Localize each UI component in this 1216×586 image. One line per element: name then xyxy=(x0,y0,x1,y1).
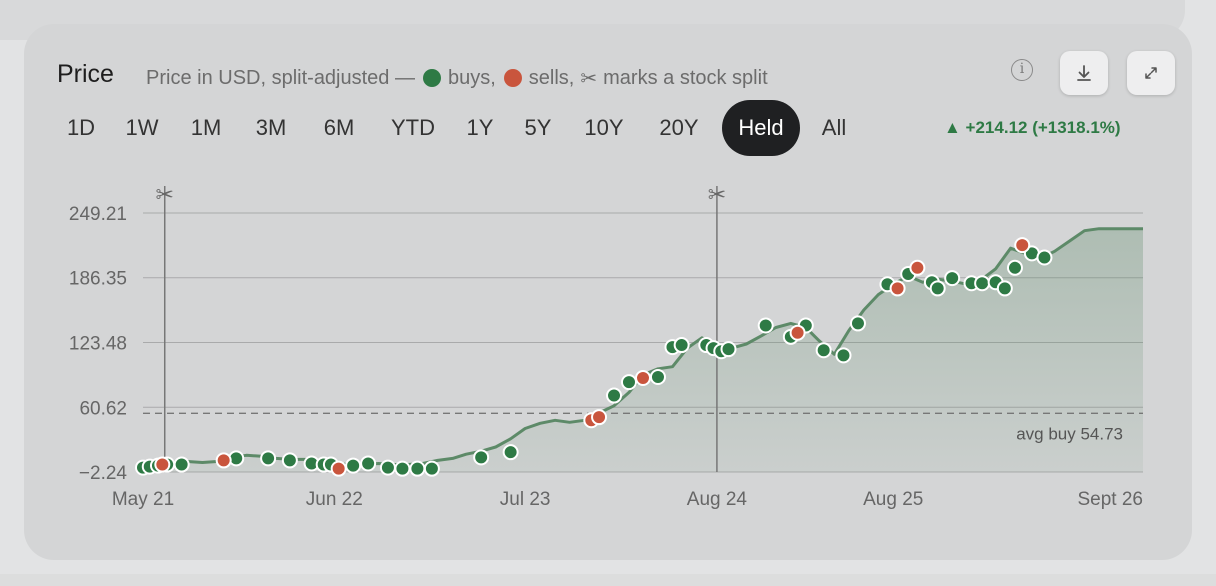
x-tick-label: May 21 xyxy=(112,489,174,510)
buy-marker xyxy=(345,457,362,474)
price-area xyxy=(143,228,1143,472)
buy-marker xyxy=(379,459,396,476)
buy-marker xyxy=(1036,249,1053,266)
range-1w[interactable]: 1W xyxy=(125,115,159,140)
buy-marker xyxy=(360,455,377,472)
buy-marker xyxy=(673,337,690,354)
sell-marker xyxy=(591,409,608,426)
x-tick-label: Jun 22 xyxy=(306,489,363,510)
info-icon[interactable]: i xyxy=(1011,59,1033,81)
scissors-icon: ✂ xyxy=(580,66,598,90)
range-1d[interactable]: 1D xyxy=(66,115,96,140)
y-tick-label: −2.24 xyxy=(79,463,128,484)
range-5y[interactable]: 5Y xyxy=(524,115,552,140)
download-icon xyxy=(1077,65,1091,81)
download-button[interactable] xyxy=(1060,51,1108,95)
chart-subtitle: Price in USD, split-adjusted — buys, sel… xyxy=(146,66,768,90)
buy-marker xyxy=(815,342,832,359)
avg-buy-label: avg buy 54.73 xyxy=(1016,424,1123,443)
y-tick-label: 60.62 xyxy=(79,398,127,419)
buy-marker xyxy=(757,317,774,334)
buy-marker xyxy=(409,460,426,477)
range-all[interactable]: All xyxy=(821,115,847,140)
buy-marker xyxy=(944,270,961,287)
buy-marker xyxy=(173,456,190,473)
subtitle-sells: sells, xyxy=(528,66,575,89)
split-scissors-icon: ✂ xyxy=(156,183,174,208)
sell-marker xyxy=(154,456,171,473)
buy-marker xyxy=(849,315,866,332)
range-20y[interactable]: 20Y xyxy=(659,115,699,140)
sell-marker xyxy=(1014,237,1031,254)
y-tick-label: 123.48 xyxy=(69,334,127,355)
sell-marker xyxy=(889,280,906,297)
range-6m[interactable]: 6M xyxy=(323,115,355,140)
x-tick-label: Aug 24 xyxy=(687,489,748,510)
sell-marker xyxy=(909,259,926,276)
buy-marker xyxy=(394,460,411,477)
buy-marker xyxy=(423,460,440,477)
buy-marker xyxy=(281,452,298,469)
x-tick-label: Sept 26 xyxy=(1078,489,1144,510)
range-10y[interactable]: 10Y xyxy=(584,115,624,140)
expand-icon xyxy=(1145,67,1157,79)
buy-marker xyxy=(649,368,666,385)
buy-marker xyxy=(835,347,852,364)
range-held[interactable]: Held xyxy=(722,100,800,156)
subtitle-prefix: Price in USD, split-adjusted — xyxy=(146,66,415,89)
sell-marker xyxy=(330,460,347,477)
buy-marker xyxy=(929,280,946,297)
range-1m[interactable]: 1M xyxy=(190,115,222,140)
subtitle-split: marks a stock split xyxy=(603,66,768,89)
buy-marker xyxy=(260,450,277,467)
y-tick-label: 186.35 xyxy=(69,269,127,290)
sell-marker xyxy=(635,370,651,387)
price-change: ▲ +214.12 (+1318.1%) xyxy=(944,118,1121,137)
expand-button[interactable] xyxy=(1127,51,1175,95)
sell-dot-icon xyxy=(503,69,522,87)
sell-marker xyxy=(215,452,232,469)
sell-marker xyxy=(789,324,806,341)
x-tick-label: Aug 25 xyxy=(863,489,923,510)
next-card-edge xyxy=(0,574,1216,586)
buy-marker xyxy=(473,449,490,466)
chart-title: Price xyxy=(57,60,114,88)
buy-marker xyxy=(620,374,637,391)
buy-marker xyxy=(606,387,623,404)
buy-marker xyxy=(502,444,519,461)
buy-marker xyxy=(720,341,737,358)
subtitle-buys: buys, xyxy=(447,66,496,89)
buy-marker xyxy=(1006,259,1023,276)
buy-dot-icon xyxy=(422,69,441,87)
buy-marker xyxy=(996,280,1013,297)
range-1y[interactable]: 1Y xyxy=(466,115,494,140)
x-tick-label: Jul 23 xyxy=(500,489,551,510)
range-ytd[interactable]: YTD xyxy=(391,115,435,140)
y-tick-label: 249.21 xyxy=(69,204,127,225)
split-scissors-icon: ✂ xyxy=(708,183,726,208)
buy-marker xyxy=(974,275,991,292)
range-3m[interactable]: 3M xyxy=(255,115,287,140)
